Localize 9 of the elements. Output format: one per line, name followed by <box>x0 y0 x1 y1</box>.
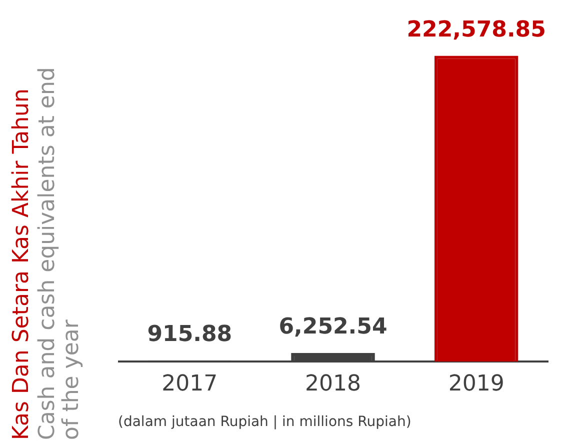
data-label: 6,252.54 <box>278 314 388 340</box>
x-tick-label: 2017 <box>162 372 218 397</box>
data-label: 222,578.85 <box>406 17 546 42</box>
data-label: 915.88 <box>147 322 232 348</box>
text: Cash and cash equivalents at end of the year <box>35 66 84 440</box>
x-tick-label: 2019 <box>448 372 504 397</box>
text: (dalam jutaan Rupiah | in millions Rupiah) <box>118 414 412 430</box>
x-tick-label: 2018 <box>305 372 361 397</box>
text: Kas Dan Setara Kas Akhir Tahun <box>8 88 35 440</box>
